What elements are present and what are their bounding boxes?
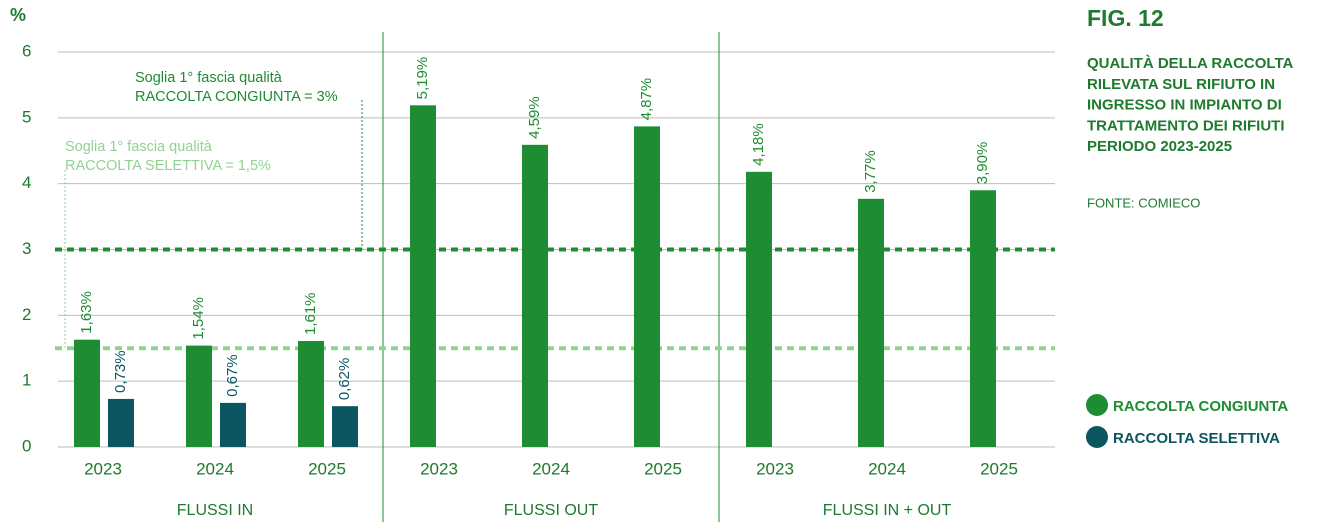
bar bbox=[108, 398, 134, 447]
value-label: 4,59% bbox=[526, 96, 543, 139]
legend-label: RACCOLTA CONGIUNTA bbox=[1113, 398, 1288, 415]
x-tick-label: 2023 bbox=[84, 459, 122, 478]
value-label: 1,63% bbox=[78, 291, 95, 334]
chart-title: FIG. 12 bbox=[1087, 5, 1164, 31]
subtitle-line: INGRESSO IN IMPIANTO DI bbox=[1087, 97, 1282, 114]
threshold-annotation: RACCOLTA SELETTIVA = 1,5% bbox=[65, 158, 271, 174]
group-label: FLUSSI IN bbox=[177, 502, 253, 519]
bar bbox=[410, 105, 436, 447]
y-tick-label: 2 bbox=[22, 305, 31, 324]
y-tick-label: 5 bbox=[22, 107, 31, 126]
legend-swatch bbox=[1086, 394, 1108, 416]
group-label: FLUSSI IN + OUT bbox=[823, 502, 952, 519]
bar bbox=[746, 171, 772, 448]
bar bbox=[220, 402, 246, 447]
value-label: 0,62% bbox=[336, 358, 353, 401]
value-label: 1,61% bbox=[302, 292, 319, 335]
bar bbox=[970, 190, 996, 447]
value-label: 0,67% bbox=[224, 354, 241, 397]
subtitle-line: QUALITÀ DELLA RACCOLTA bbox=[1087, 55, 1294, 72]
x-tick-label: 2024 bbox=[868, 459, 906, 478]
threshold-annotation: Soglia 1° fascia qualità bbox=[135, 70, 283, 86]
group-label: FLUSSI OUT bbox=[504, 502, 598, 519]
value-label: 5,19% bbox=[414, 57, 431, 100]
x-tick-label: 2023 bbox=[756, 459, 794, 478]
bar bbox=[298, 341, 324, 447]
x-tick-label: 2024 bbox=[532, 459, 570, 478]
y-tick-label: 3 bbox=[22, 239, 31, 258]
x-tick-label: 2025 bbox=[644, 459, 682, 478]
x-tick-label: 2025 bbox=[308, 459, 346, 478]
bar bbox=[186, 345, 212, 447]
value-label: 0,73% bbox=[112, 350, 129, 393]
y-tick-label: 4 bbox=[22, 173, 31, 192]
bar bbox=[74, 339, 100, 447]
value-label: 3,90% bbox=[974, 142, 991, 185]
x-tick-label: 2024 bbox=[196, 459, 234, 478]
bar bbox=[522, 144, 548, 447]
x-tick-label: 2023 bbox=[420, 459, 458, 478]
y-tick-label: 1 bbox=[22, 371, 31, 390]
bar bbox=[634, 126, 660, 448]
subtitle-line: TRATTAMENTO DEI RIFIUTI bbox=[1087, 117, 1284, 134]
y-axis-label: % bbox=[10, 5, 26, 25]
x-tick-label: 2025 bbox=[980, 459, 1018, 478]
source: FONTE: COMIECO bbox=[1087, 195, 1200, 210]
threshold-annotation: RACCOLTA CONGIUNTA = 3% bbox=[135, 89, 338, 105]
y-tick-label: 6 bbox=[22, 41, 31, 60]
bar bbox=[858, 198, 884, 447]
subtitle-line: RILEVATA SUL RIFIUTO IN bbox=[1087, 76, 1275, 93]
value-label: 4,18% bbox=[750, 123, 767, 166]
legend-swatch bbox=[1086, 426, 1108, 448]
value-label: 3,77% bbox=[862, 150, 879, 193]
value-label: 4,87% bbox=[638, 78, 655, 121]
value-label: 1,54% bbox=[190, 297, 207, 340]
y-tick-label: 0 bbox=[22, 436, 31, 455]
legend-label: RACCOLTA SELETTIVA bbox=[1113, 430, 1280, 447]
threshold-annotation: Soglia 1° fascia qualità bbox=[65, 139, 213, 155]
bar bbox=[332, 406, 358, 447]
subtitle-line: PERIODO 2023-2025 bbox=[1087, 138, 1232, 155]
